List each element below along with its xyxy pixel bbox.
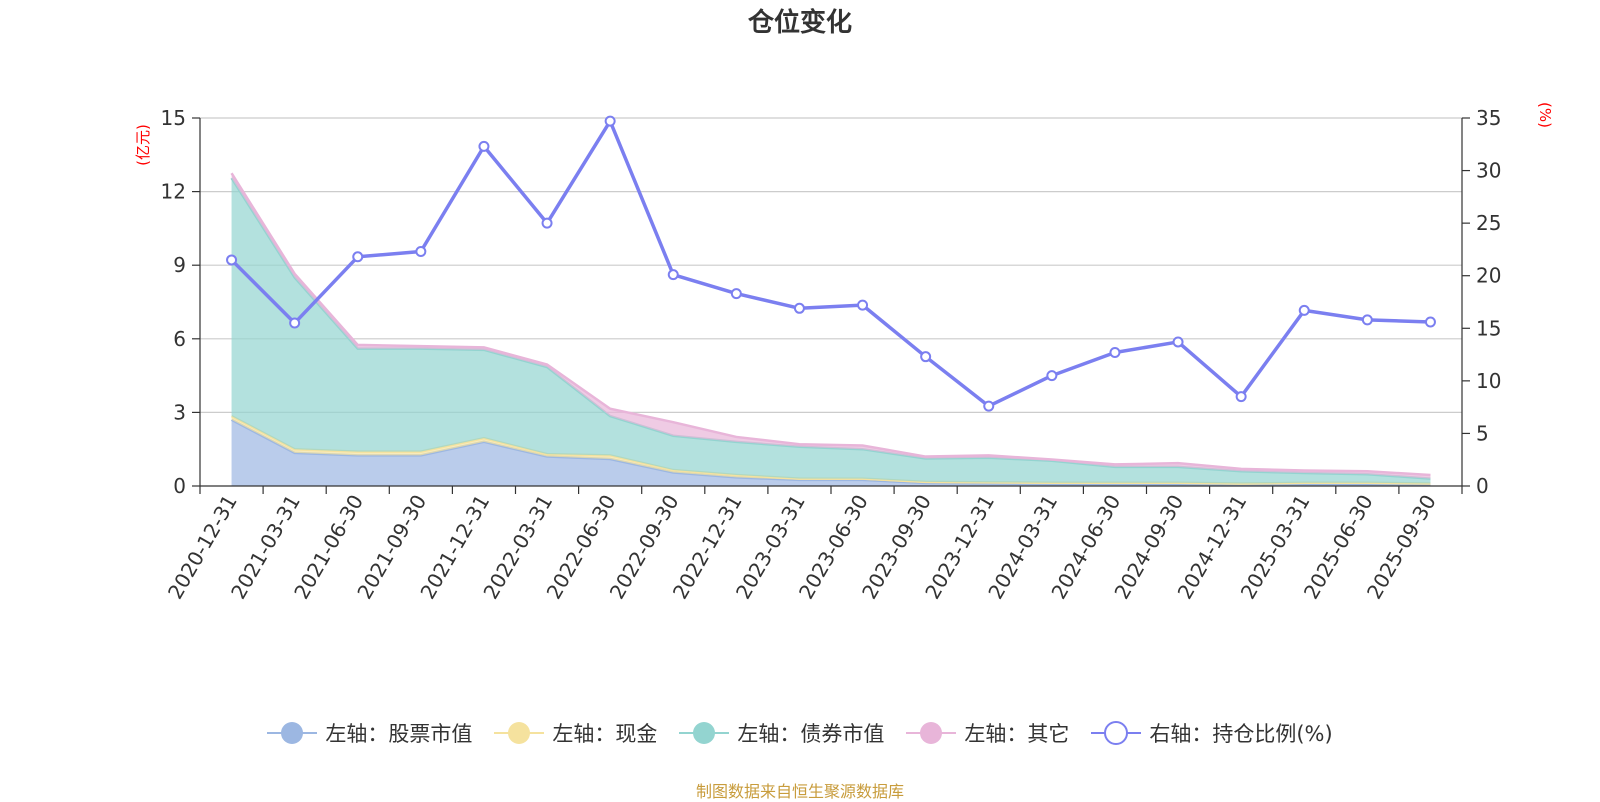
right-axis-tick-label: 30 [1476,159,1501,183]
legend-item-other[interactable]: 左轴：其它 [906,718,1069,748]
left-axis-tick-label: 9 [173,253,186,277]
legend-label-ratio: 右轴：持仓比例(%) [1149,722,1333,746]
legend-label-other: 左轴：其它 [964,722,1070,746]
ratio-point [1235,391,1247,403]
ratio-point [920,351,932,363]
left-axis-tick-label: 15 [161,106,186,130]
legend-item-ratio[interactable]: 右轴：持仓比例(%) [1091,718,1333,748]
stacked-areas [230,172,1431,487]
ratio-point [541,217,553,229]
left-axis-tick-label: 3 [173,400,186,424]
ratio-point [1109,346,1121,358]
ratio-point [226,254,238,266]
right-axis-tick-label: 20 [1476,264,1501,288]
ratio-point [352,251,364,263]
right-axis-unit: (%) [1536,102,1554,128]
legend-item-bond[interactable]: 左轴：债券市值 [679,718,884,748]
left-axis-tick-label: 12 [161,180,186,204]
ratio-point [289,317,301,329]
left-axis-unit: (亿元) [134,124,152,166]
ratio-point [1424,316,1436,328]
right-axis-tick-label: 25 [1476,211,1501,235]
ratio-point [1361,314,1373,326]
right-axis-tick-label: 5 [1476,421,1489,445]
legend-label-cash: 左轴：现金 [552,722,658,746]
ratio-line [226,115,1436,412]
left-axis-tick-label: 0 [173,474,186,498]
ratio-point [667,269,679,281]
ratio-point [857,299,869,311]
ratio-point [730,288,742,300]
legend: 左轴：股票市值 左轴：现金 左轴：债券市值 左轴：其它 右轴：持仓比例(%) [0,718,1600,748]
legend-item-cash[interactable]: 左轴：现金 [494,718,657,748]
ratio-point [1298,304,1310,316]
ratio-point [478,140,490,152]
ratio-point [793,302,805,314]
area-series-0 [231,419,1431,486]
ratio-point [1172,336,1184,348]
right-axis-tick-label: 10 [1476,369,1501,393]
legend-item-stock[interactable]: 左轴：股票市值 [267,718,472,748]
ratio-point [1046,370,1058,382]
right-axis-tick-label: 35 [1476,106,1501,130]
right-axis-tick-label: 0 [1476,474,1489,498]
ratio-line-path [230,119,1431,408]
ratio-point [983,400,995,412]
ratio-point [604,115,616,127]
area-series-edge-3 [230,172,1431,477]
chart-title: 仓位变化 [747,8,852,38]
ratio-point [415,246,427,258]
legend-label-stock: 左轴：股票市值 [325,722,473,746]
legend-label-bond: 左轴：债券市值 [737,722,885,746]
source-note: 制图数据来自恒生聚源数据库 [695,782,904,801]
right-axis-tick-label: 15 [1476,316,1501,340]
left-axis-tick-label: 6 [173,327,186,351]
area-series-2 [231,178,1431,484]
